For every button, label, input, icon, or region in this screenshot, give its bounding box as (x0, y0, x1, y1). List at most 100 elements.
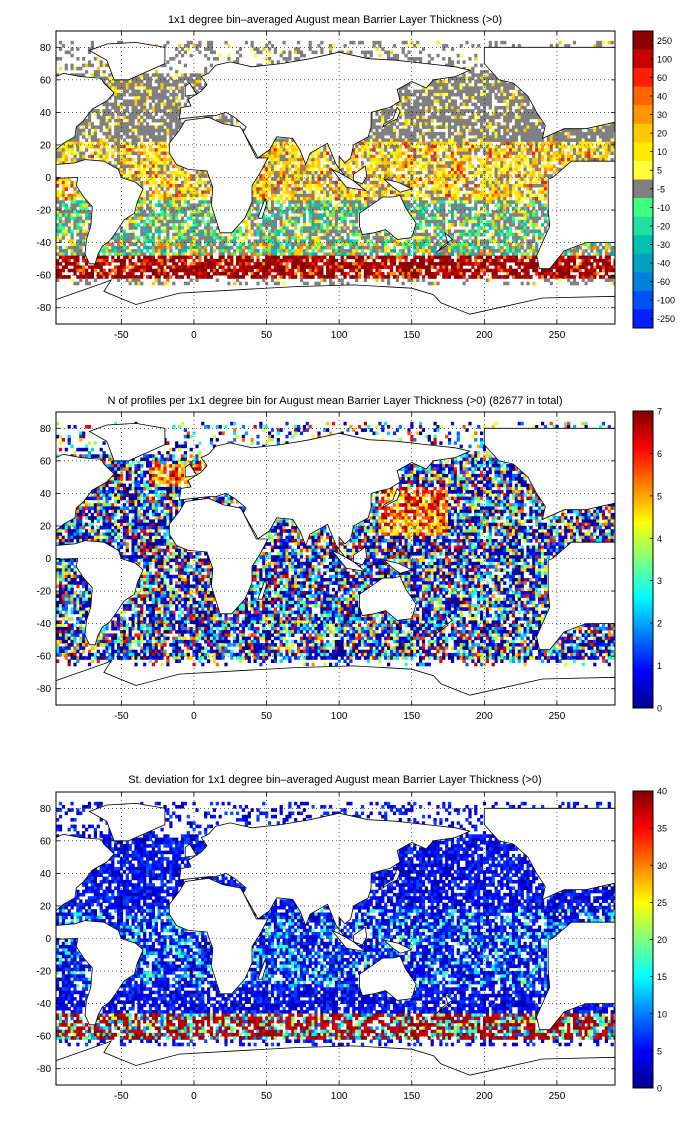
data-cell (529, 164, 533, 169)
data-cell (273, 151, 277, 156)
data-cell (323, 213, 327, 217)
data-cell (506, 128, 510, 133)
data-cell (143, 223, 147, 227)
data-cell (523, 180, 527, 185)
data-cell (163, 206, 167, 211)
data-cell (273, 141, 277, 146)
data-cell (363, 200, 367, 204)
data-cell (567, 138, 571, 142)
data-cell (326, 164, 330, 169)
data-cell (131, 79, 135, 84)
data-cell (311, 177, 315, 182)
data-cell (76, 141, 80, 146)
data-cell (506, 200, 510, 204)
data-cell (279, 193, 283, 198)
data-cell (343, 229, 347, 234)
data-cell (256, 239, 260, 243)
data-cell (462, 161, 466, 165)
data-cell (430, 105, 434, 110)
data-cell (178, 79, 182, 84)
data-cell (575, 141, 579, 146)
data-cell (482, 128, 487, 133)
data-cell (195, 76, 199, 81)
data-cell (137, 89, 141, 94)
data-cell (514, 125, 518, 129)
data-cell (157, 223, 161, 227)
data-cell (151, 73, 155, 77)
data-cell (297, 206, 301, 211)
data-cell (308, 203, 312, 208)
data-cell (375, 190, 379, 195)
data-cell (87, 203, 92, 208)
data-cell (387, 141, 391, 146)
data-cell (514, 226, 518, 230)
data-cell (523, 135, 527, 139)
data-cell (297, 187, 301, 191)
data-cell (503, 83, 507, 87)
data-cell (453, 158, 457, 162)
data-cell (355, 232, 359, 237)
data-cell (410, 122, 414, 126)
data-cell (471, 187, 475, 191)
data-cell (253, 213, 257, 217)
data-cell (494, 105, 498, 110)
data-cell (503, 92, 507, 97)
data-cell (189, 216, 193, 221)
data-cell (430, 128, 434, 133)
data-cell (285, 219, 289, 224)
data-cell (189, 184, 193, 188)
data-cell (488, 161, 492, 165)
data-cell (427, 102, 431, 107)
data-cell (76, 216, 80, 221)
data-cell (230, 118, 234, 123)
data-cell (151, 216, 155, 221)
data-cell (125, 105, 129, 110)
data-cell (410, 112, 414, 116)
data-cell (407, 99, 411, 103)
data-cell (369, 187, 373, 191)
data-cell (485, 223, 489, 227)
data-cell (311, 210, 315, 214)
data-cell (128, 102, 132, 107)
data-cell (253, 232, 257, 237)
data-cell (76, 73, 80, 77)
data-cell (456, 236, 460, 240)
data-cell (70, 197, 74, 201)
data-cell (453, 161, 457, 165)
data-cell (151, 206, 155, 211)
data-cell (468, 92, 472, 97)
data-cell (178, 200, 182, 204)
data-cell (480, 193, 484, 198)
data-cell (474, 151, 478, 156)
data-cell (543, 180, 548, 185)
data-cell (407, 128, 411, 133)
data-cell (410, 190, 414, 195)
data-cell (462, 144, 466, 149)
data-cell (523, 236, 527, 240)
data-cell (485, 167, 489, 172)
data-cell (474, 138, 478, 142)
data-cell (535, 180, 539, 185)
data-cell (506, 92, 510, 97)
data-cell (183, 193, 187, 198)
data-cell (268, 167, 272, 172)
data-cell (456, 135, 460, 139)
data-cell (419, 115, 423, 120)
data-cell (546, 174, 550, 178)
data-cell (450, 112, 455, 116)
data-cell (85, 118, 89, 123)
data-cell (183, 232, 187, 237)
data-cell (407, 190, 411, 195)
data-cell (160, 109, 164, 113)
data-cell (471, 115, 475, 120)
data-cell (570, 148, 574, 152)
data-cell (157, 174, 161, 178)
data-cell (459, 102, 463, 107)
data-cell (459, 131, 463, 136)
data-cell (326, 232, 330, 237)
data-cell (401, 158, 405, 162)
data-cell (163, 112, 167, 116)
data-cell (209, 193, 214, 198)
data-cell (494, 128, 498, 133)
